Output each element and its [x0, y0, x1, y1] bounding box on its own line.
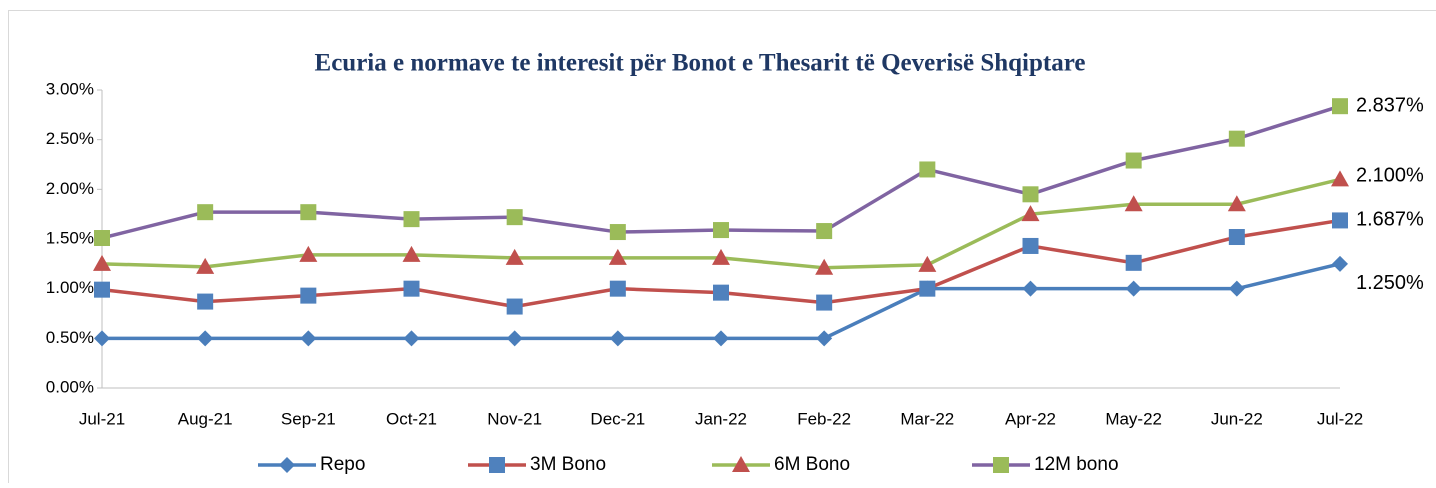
x-tick-label: Dec-21 — [590, 409, 645, 428]
point-marker — [713, 285, 729, 301]
legend-label: 6M Bono — [774, 454, 850, 475]
point-marker — [507, 209, 523, 225]
point-marker — [1332, 212, 1348, 228]
point-marker — [404, 211, 420, 227]
x-tick-label: Feb-22 — [797, 409, 851, 428]
y-tick-label: 0.50% — [46, 328, 94, 347]
point-marker — [94, 282, 110, 298]
point-marker — [1229, 229, 1245, 245]
x-tick-label: Oct-21 — [386, 409, 437, 428]
legend-label: 12M bono — [1034, 454, 1119, 475]
point-marker — [816, 223, 832, 239]
point-marker — [919, 281, 935, 297]
y-tick-label: 1.00% — [46, 278, 94, 297]
y-tick-label: 1.50% — [46, 228, 94, 247]
legend-label: Repo — [320, 454, 365, 475]
value-label: 2.837% — [1356, 94, 1424, 116]
x-tick-label: Aug-21 — [178, 409, 233, 428]
point-marker — [507, 299, 523, 315]
y-tick-label: 2.50% — [46, 129, 94, 148]
legend-marker — [993, 457, 1009, 473]
y-tick-label: 3.00% — [46, 79, 94, 98]
value-label: 1.250% — [1356, 272, 1424, 294]
value-label: 2.100% — [1356, 165, 1424, 187]
legend-marker — [489, 457, 505, 473]
x-tick-label: Nov-21 — [487, 409, 542, 428]
point-marker — [300, 288, 316, 304]
point-marker — [197, 204, 213, 220]
x-tick-label: Apr-22 — [1005, 409, 1056, 428]
point-marker — [1126, 255, 1142, 271]
point-marker — [94, 230, 110, 246]
point-marker — [197, 294, 213, 310]
x-tick-label: Sep-21 — [281, 409, 336, 428]
x-tick-label: Jan-22 — [695, 409, 747, 428]
point-marker — [713, 222, 729, 238]
legend-label: 3M Bono — [530, 454, 606, 475]
point-marker — [919, 161, 935, 177]
point-marker — [610, 224, 626, 240]
point-marker — [1229, 131, 1245, 147]
x-tick-label: May-22 — [1105, 409, 1162, 428]
x-tick-label: Jul-21 — [79, 409, 125, 428]
point-marker — [816, 295, 832, 311]
point-marker — [1126, 153, 1142, 169]
x-tick-label: Jun-22 — [1211, 409, 1263, 428]
point-marker — [300, 204, 316, 220]
y-tick-label: 0.00% — [46, 377, 94, 396]
point-marker — [1332, 98, 1348, 114]
point-marker — [1023, 186, 1039, 202]
x-tick-label: Mar-22 — [900, 409, 954, 428]
x-tick-label: Jul-22 — [1317, 409, 1363, 428]
point-marker — [1023, 238, 1039, 254]
point-marker — [404, 281, 420, 297]
y-tick-label: 2.00% — [46, 179, 94, 198]
point-marker — [610, 281, 626, 297]
chart-title: Ecuria e normave te interesit për Bonot … — [315, 50, 1086, 77]
value-label: 1.687% — [1356, 209, 1424, 231]
